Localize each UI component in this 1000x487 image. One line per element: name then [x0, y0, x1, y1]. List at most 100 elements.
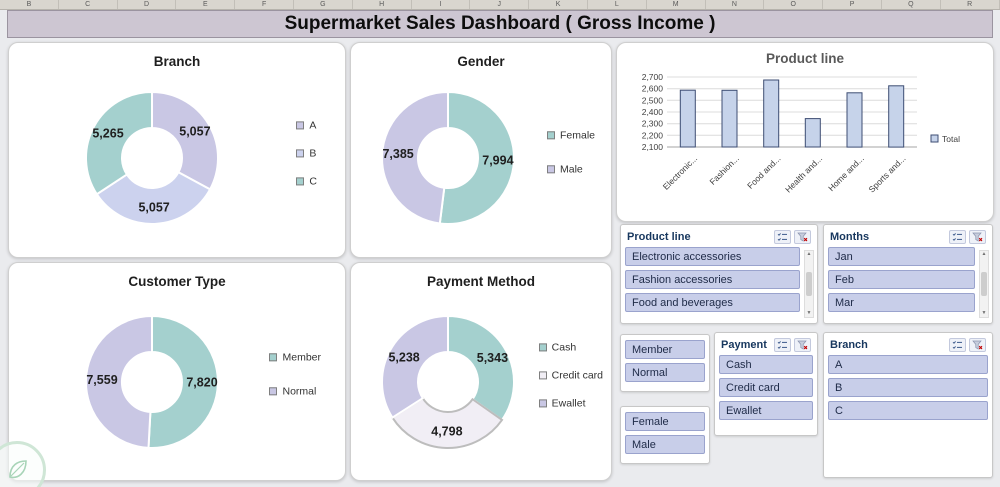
chart-title: Product line: [765, 51, 844, 66]
gender-chart-panel: Gender 7,994 7,385 Female Male: [350, 42, 612, 258]
multi-select-icon[interactable]: [949, 337, 966, 352]
legend-swatch: [538, 370, 547, 379]
clear-filter-icon[interactable]: [794, 337, 811, 352]
svg-text:2,100: 2,100: [642, 142, 664, 152]
slicer-item[interactable]: Cash: [719, 355, 813, 374]
slicer-item[interactable]: Jan: [828, 247, 975, 266]
multi-select-icon[interactable]: [774, 229, 791, 244]
chart-title: Branch: [153, 54, 201, 69]
clear-filter-icon[interactable]: [969, 337, 986, 352]
svg-text:2,600: 2,600: [642, 84, 664, 94]
logo-watermark: [0, 441, 46, 487]
slicer-item[interactable]: Ewallet: [719, 401, 813, 420]
column-header-cell[interactable]: O: [764, 0, 824, 9]
slicer-item[interactable]: Mar: [828, 293, 975, 312]
slicer-item[interactable]: Food and beverages: [625, 293, 800, 312]
slicer-item[interactable]: Fashion accessories: [625, 270, 800, 289]
svg-text:Food and...: Food and...: [745, 153, 782, 190]
column-header-cell[interactable]: R: [941, 0, 1000, 9]
legend-item: Cash: [538, 341, 603, 353]
svg-text:Electronic...: Electronic...: [661, 153, 699, 191]
slicer-scrollbar[interactable]: ▲ ▼: [979, 250, 989, 318]
column-header-cell[interactable]: P: [823, 0, 882, 9]
column-header-cell[interactable]: N: [706, 0, 765, 9]
slicer-item[interactable]: Credit card: [719, 378, 813, 397]
column-header-cell[interactable]: D: [118, 0, 177, 9]
slicer-item[interactable]: B: [828, 378, 988, 397]
chart-title: Customer Type: [128, 274, 226, 289]
svg-text:7,994: 7,994: [482, 153, 513, 167]
legend-swatch: [538, 398, 547, 407]
scroll-up-icon[interactable]: ▲: [806, 251, 812, 257]
payment-method-chart-panel: Payment Method 5,343 4,798 5,238 Cash Credi…: [350, 262, 612, 481]
legend-label: Member: [282, 350, 321, 363]
scroll-down-icon[interactable]: ▼: [981, 310, 987, 316]
legend-swatch: [296, 149, 305, 158]
svg-text:Sports and...: Sports and...: [866, 153, 907, 194]
svg-text:4,798: 4,798: [431, 424, 462, 438]
column-header-cell[interactable]: K: [529, 0, 588, 9]
branch-chart-panel: Branch 5,057 5,057 5,265 A B C: [8, 42, 346, 258]
slicer-item[interactable]: A: [828, 355, 988, 374]
scroll-thumb[interactable]: [806, 272, 812, 296]
svg-text:Home and...: Home and...: [826, 153, 866, 193]
column-header-cell[interactable]: G: [294, 0, 353, 9]
slicer-item[interactable]: Feb: [828, 270, 975, 289]
legend-swatch: [296, 177, 305, 186]
column-header-cell[interactable]: M: [647, 0, 706, 9]
slicer-item[interactable]: Normal: [625, 363, 705, 382]
svg-text:5,238: 5,238: [388, 350, 419, 364]
legend-item: B: [296, 147, 317, 159]
slicer-header: Branch: [828, 336, 988, 355]
legend-item: Female: [546, 129, 595, 142]
legend-item: Credit card: [538, 369, 603, 381]
legend-label: Ewallet: [551, 396, 586, 409]
gender-donut-chart: 7,994 7,385: [381, 90, 515, 225]
slicer-item[interactable]: Electronic accessories: [625, 247, 800, 266]
column-header-cell[interactable]: L: [588, 0, 647, 9]
legend-label: Normal: [282, 384, 317, 397]
svg-text:2,500: 2,500: [642, 95, 664, 105]
column-header-cell[interactable]: F: [235, 0, 294, 9]
svg-text:5,057: 5,057: [138, 200, 169, 214]
scroll-thumb[interactable]: [981, 272, 987, 296]
chart-title: Payment Method: [426, 274, 535, 289]
multi-select-icon[interactable]: [774, 337, 791, 352]
scroll-down-icon[interactable]: ▼: [806, 310, 812, 316]
column-header-cell[interactable]: B: [0, 0, 59, 9]
scroll-up-icon[interactable]: ▲: [981, 251, 987, 257]
dashboard-title: Supermarket Sales Dashboard ( Gross Inco…: [7, 10, 993, 38]
slicer-items: Cash Credit card Ewallet: [719, 355, 813, 420]
product-line-chart-panel: Product line 2,100 2,200 2,300 2,400 2,500 2,…: [616, 42, 994, 222]
column-header-cell[interactable]: H: [353, 0, 412, 9]
slicer-item[interactable]: Member: [625, 340, 705, 359]
svg-text:5,265: 5,265: [92, 126, 123, 140]
slicer-item[interactable]: Female: [625, 412, 705, 431]
clear-filter-icon[interactable]: [969, 229, 986, 244]
slicer-gender: Female Male: [620, 406, 710, 464]
clear-filter-icon[interactable]: [794, 229, 811, 244]
svg-text:7,820: 7,820: [186, 376, 217, 390]
column-header-cell[interactable]: J: [470, 0, 530, 9]
column-header-cell[interactable]: C: [59, 0, 118, 9]
column-header-cell[interactable]: Q: [882, 0, 941, 9]
slicer-item[interactable]: Male: [625, 435, 705, 454]
svg-text:2,200: 2,200: [642, 130, 664, 140]
slicer-header: Payment: [719, 336, 813, 355]
svg-text:Total: Total: [942, 134, 960, 144]
slicer-items: Jan Feb Mar: [828, 247, 975, 312]
slicer-title: Branch: [830, 338, 868, 351]
slicer-item[interactable]: C: [828, 401, 988, 420]
column-header-cell[interactable]: E: [176, 0, 236, 9]
multi-select-icon[interactable]: [949, 229, 966, 244]
svg-text:2,700: 2,700: [642, 72, 664, 82]
slicer-scrollbar[interactable]: ▲ ▼: [804, 250, 814, 318]
legend-label: Female: [559, 129, 595, 142]
slicer-title: Months: [830, 230, 870, 243]
column-header-cell[interactable]: I: [412, 0, 471, 9]
legend-swatch: [269, 352, 278, 361]
